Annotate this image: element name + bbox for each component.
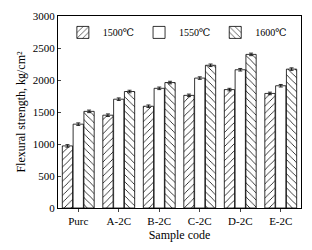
svg-text:3000: 3000 xyxy=(33,10,56,22)
svg-text:D-2C: D-2C xyxy=(228,215,252,227)
svg-text:0: 0 xyxy=(49,202,55,214)
svg-text:1550℃: 1550℃ xyxy=(179,27,210,38)
svg-text:2000: 2000 xyxy=(33,74,56,86)
svg-text:2500: 2500 xyxy=(33,42,56,54)
svg-text:500: 500 xyxy=(38,170,55,182)
svg-text:1500℃: 1500℃ xyxy=(103,27,134,38)
svg-text:1500: 1500 xyxy=(33,106,56,118)
svg-text:C-2C: C-2C xyxy=(188,215,212,227)
svg-text:Flexural strength, kg/cm²: Flexural strength, kg/cm² xyxy=(14,51,28,173)
svg-text:B-2C: B-2C xyxy=(147,215,171,227)
svg-text:Purc: Purc xyxy=(68,215,88,227)
svg-text:A-2C: A-2C xyxy=(107,215,131,227)
svg-text:1600℃: 1600℃ xyxy=(255,27,286,38)
svg-text:Sample code: Sample code xyxy=(149,228,211,242)
svg-text:E-2C: E-2C xyxy=(269,215,292,227)
svg-text:1000: 1000 xyxy=(33,138,56,150)
